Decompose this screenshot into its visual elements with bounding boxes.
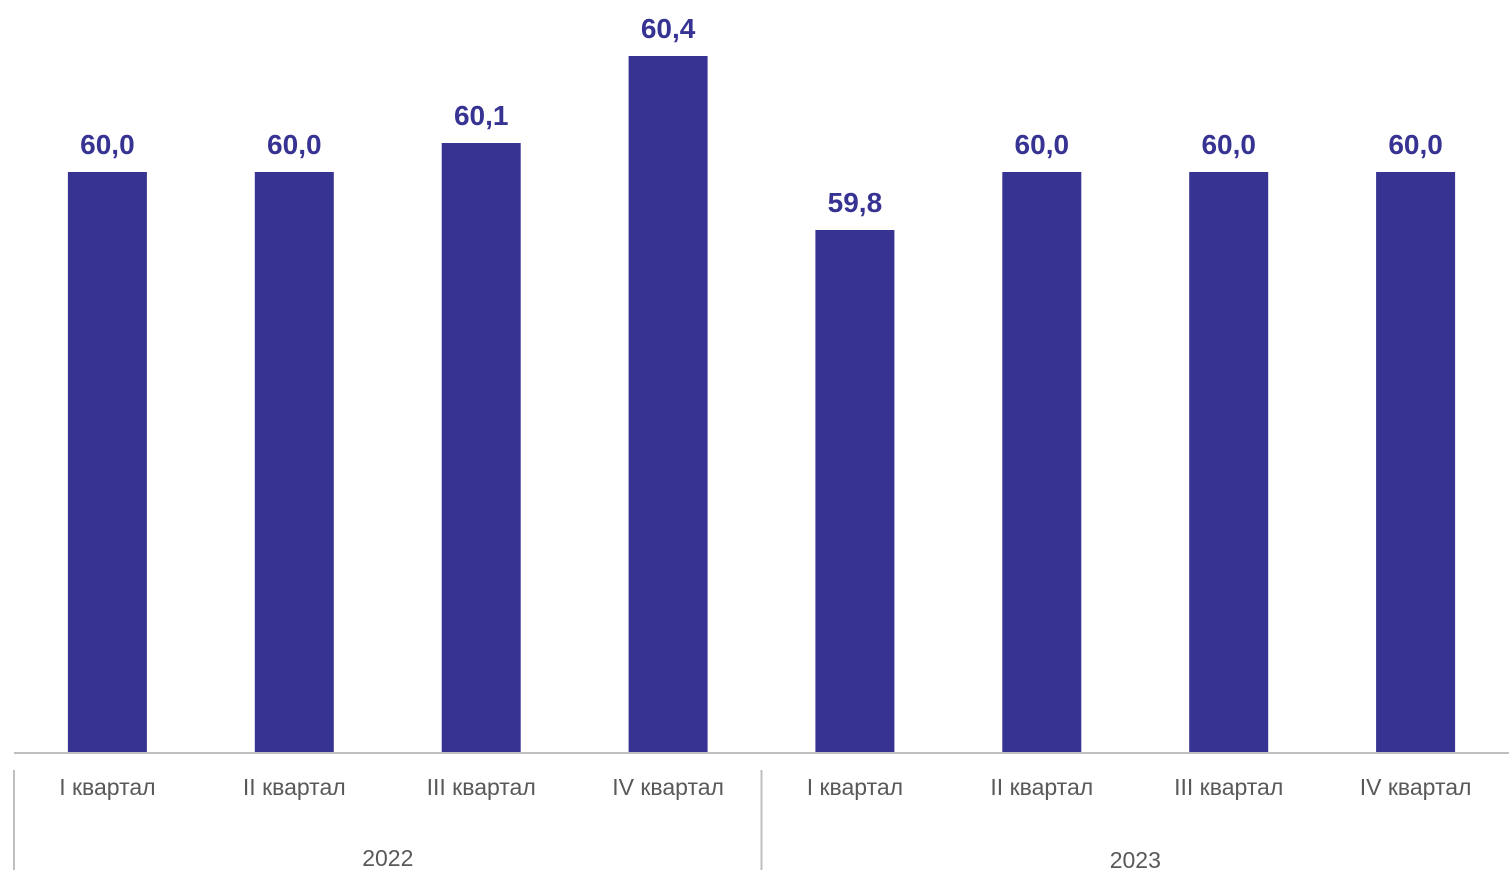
bar	[1376, 172, 1456, 753]
category-tick-label: IV квартал	[612, 774, 724, 800]
category-tick-label: II квартал	[243, 774, 346, 800]
value-labels-layer: 60,0 60,0 60,1 60,4 59,8 60,0 60,0 60,0	[80, 13, 1443, 218]
category-tick-label: III квартал	[1174, 774, 1283, 800]
data-label: 60,0	[1015, 129, 1070, 160]
data-label: 60,0	[1388, 129, 1443, 160]
bar	[628, 56, 708, 753]
data-label: 60,0	[80, 129, 135, 160]
data-label: 60,4	[641, 13, 696, 44]
data-label: 60,0	[1201, 129, 1256, 160]
data-label: 60,1	[454, 100, 509, 131]
bars-layer	[67, 56, 1456, 753]
category-tick-label: I квартал	[59, 774, 155, 800]
bar	[67, 172, 147, 753]
data-label: 59,8	[828, 187, 883, 218]
bar	[1189, 172, 1269, 753]
group-label: 2023	[1110, 847, 1161, 870]
bar	[254, 172, 334, 753]
category-tick-label: II квартал	[990, 774, 1093, 800]
data-label: 60,0	[267, 129, 322, 160]
group-label: 2022	[362, 845, 413, 870]
category-tick-label: III квартал	[427, 774, 536, 800]
category-tick-label: IV квартал	[1360, 774, 1472, 800]
x-axis	[13, 752, 1509, 870]
bar	[441, 143, 521, 753]
bar	[815, 230, 895, 753]
category-tick-label: I квартал	[807, 774, 903, 800]
category-labels-layer: I квартал II квартал III квартал IV квартал…	[59, 774, 1471, 800]
group-labels-layer: 2022 2023	[362, 845, 1161, 870]
bar	[1002, 172, 1082, 753]
